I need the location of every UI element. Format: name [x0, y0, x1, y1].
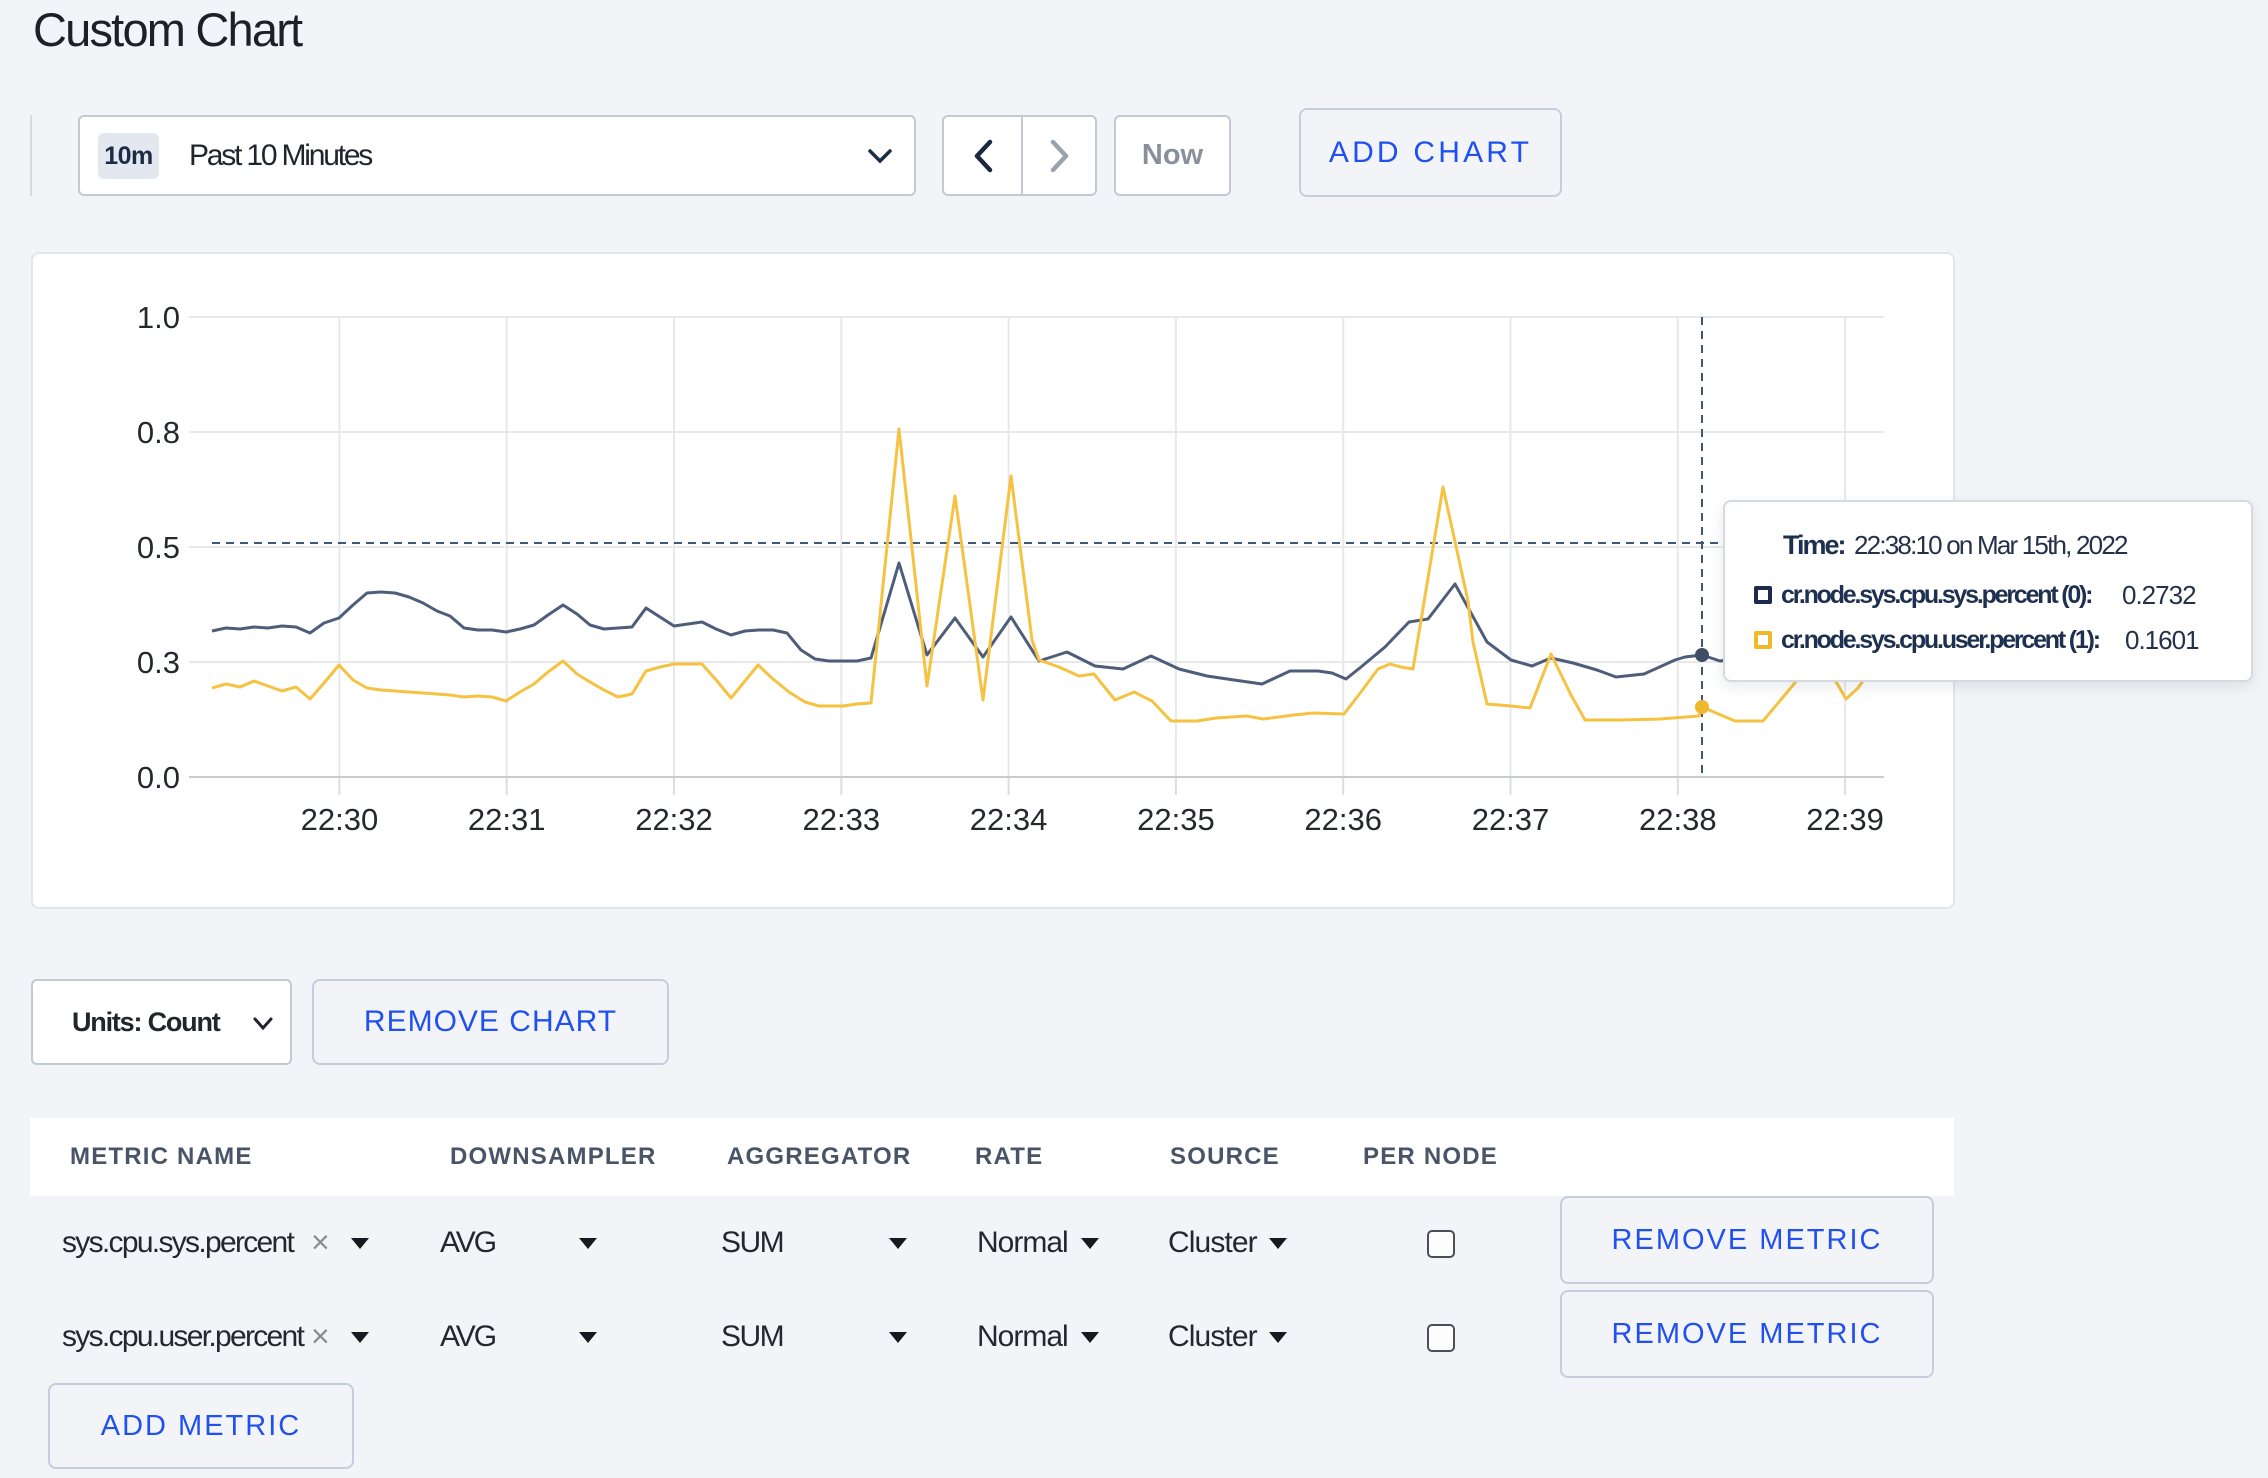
svg-text:0.0: 0.0	[137, 760, 180, 795]
svg-text:22:34: 22:34	[970, 802, 1048, 837]
svg-text:22:37: 22:37	[1472, 802, 1550, 837]
svg-text:1.0: 1.0	[137, 300, 180, 335]
svg-text:0.8: 0.8	[137, 415, 180, 450]
svg-text:22:39: 22:39	[1806, 802, 1884, 837]
svg-text:0.5: 0.5	[137, 530, 180, 565]
svg-text:22:35: 22:35	[1137, 802, 1215, 837]
svg-text:22:38: 22:38	[1639, 802, 1717, 837]
svg-text:22:32: 22:32	[635, 802, 713, 837]
svg-text:22:30: 22:30	[301, 802, 379, 837]
svg-text:0.3: 0.3	[137, 645, 180, 680]
svg-text:22:31: 22:31	[468, 802, 546, 837]
svg-text:22:36: 22:36	[1304, 802, 1382, 837]
svg-text:22:33: 22:33	[803, 802, 881, 837]
